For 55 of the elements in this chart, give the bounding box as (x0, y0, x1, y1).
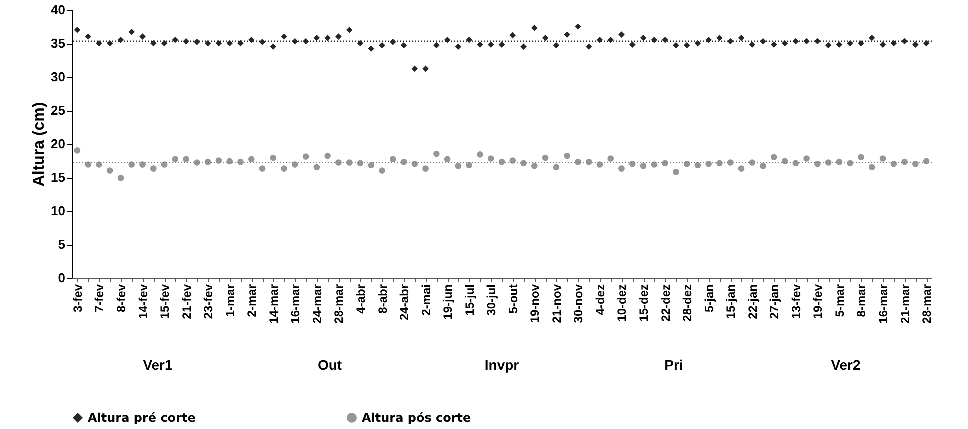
y-tick-label: 30 (51, 70, 66, 84)
x-tick-label: 8-fev (114, 284, 128, 313)
x-tick-label: 21-mar (898, 284, 912, 324)
x-tick-label: 19-fev (811, 284, 826, 320)
x-tick-label: 10-dez (615, 284, 630, 322)
y-tick-label: 35 (51, 36, 66, 51)
x-tick-label: 2-mai (419, 284, 434, 316)
y-tick-label: 10 (51, 204, 66, 218)
x-tick-label: 14-fev (136, 284, 150, 320)
x-tick-label: 30-nov (572, 284, 586, 324)
x-tick-label: 4-dez (593, 284, 608, 316)
y-tick-label: 15 (51, 170, 66, 185)
x-tick-label: 16-mar (288, 284, 303, 324)
y-axis-title: Altura (cm) (31, 102, 48, 187)
x-tick-label: 2-mar (245, 284, 260, 318)
x-tick-label: 22-jan (746, 284, 760, 320)
x-tick-label: 19-nov (528, 284, 542, 324)
y-tick-label: 5 (58, 237, 66, 252)
x-tick-label: 3-fev (70, 284, 85, 313)
y-tick-label: 20 (51, 136, 66, 152)
x-tick-label: 15-dez (637, 284, 652, 322)
text: Ver1 (143, 357, 174, 373)
x-tick-label: 24-abr (398, 284, 412, 321)
x-tick-label: 22-dez (658, 284, 673, 322)
x-tick-label: 13-fev (789, 284, 804, 320)
y-tick-label: 0 (58, 270, 66, 286)
text: Invpr (484, 357, 520, 373)
x-tick-label: 27-jan (768, 284, 782, 320)
x-tick-label: 21-nov (550, 284, 564, 324)
x-tick-label: 28-mar (332, 284, 346, 324)
x-tick-label: 30-jul (484, 284, 499, 316)
x-tick-label: 21-fev (180, 284, 194, 320)
x-tick-label: 28-mar (920, 284, 934, 324)
x-tick-label: 15-jul (462, 284, 477, 316)
x-tick-label: 1-mar (223, 284, 238, 318)
x-tick-label: 14-mar (266, 284, 281, 324)
x-tick-label: 5-jan (702, 284, 716, 313)
x-tick-label: 15-fev (158, 284, 172, 320)
x-tick-label: 8-abr (376, 284, 390, 314)
x-tick-label: 16-mar (876, 284, 891, 324)
text: Pri (664, 357, 684, 373)
y-tick-label: 25 (51, 103, 66, 118)
x-tick-label: 5-mar (832, 284, 847, 318)
text: Out (318, 357, 342, 373)
x-tick-label: 15-jan (724, 284, 738, 320)
x-tick-label: 4-abr (354, 284, 368, 314)
y-tick-label: 40 (51, 2, 66, 18)
text: Ver2 (831, 357, 862, 373)
x-tick-label: 28-dez (680, 284, 695, 322)
x-tick-label: 5-out (506, 284, 520, 314)
x-tick-label: 24-mar (310, 284, 324, 324)
x-tick-label: 19-jun (441, 284, 456, 320)
x-tick-label: 7-fev (92, 284, 107, 313)
x-tick-label: 8-mar (854, 284, 869, 318)
x-tick-label: 23-fev (202, 284, 216, 320)
